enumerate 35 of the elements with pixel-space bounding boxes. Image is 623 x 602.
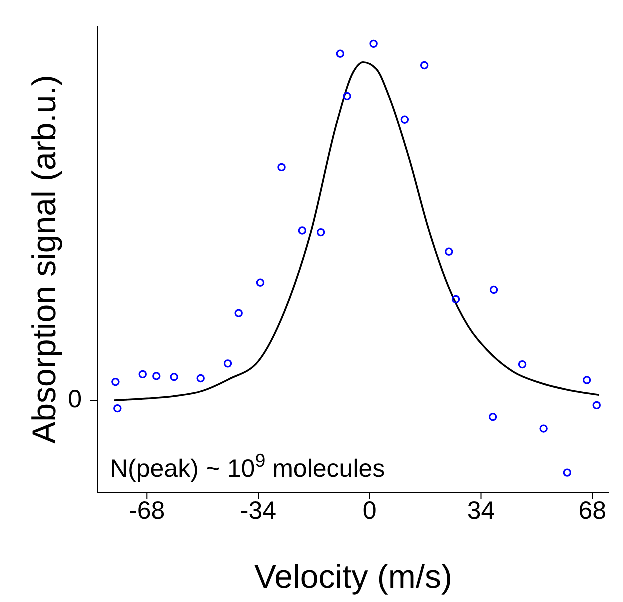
point: [452, 295, 460, 304]
point: [370, 40, 378, 48]
point: [298, 226, 306, 235]
point: [518, 360, 527, 369]
point: [196, 374, 205, 383]
point: [138, 370, 147, 379]
point: [336, 50, 344, 58]
point: [278, 163, 286, 172]
point: [152, 372, 161, 380]
point: [234, 309, 243, 318]
point: [256, 278, 265, 287]
x-tick-label: 0: [362, 496, 377, 525]
x-tick-label: 68: [578, 496, 607, 525]
point: [170, 373, 178, 382]
annotation: N(peak) ~ 10$^{9}$ molecules: [110, 450, 386, 483]
point: [316, 228, 326, 237]
point: [592, 401, 601, 410]
point: [420, 61, 429, 70]
point: [488, 413, 498, 422]
point: [400, 116, 410, 124]
point: [112, 378, 120, 386]
point: [540, 424, 548, 433]
ref-line-label: 0: [68, 385, 82, 414]
point: [114, 404, 122, 413]
x-axis-title: Velocity (m/s): [254, 558, 453, 595]
point: [343, 92, 352, 101]
point: [445, 248, 454, 256]
x-tick-label: 34: [467, 496, 496, 525]
y-axis-title: Absorption signal (arb.u.): [26, 75, 63, 444]
point: [563, 468, 572, 477]
x-tick-label: -68: [129, 496, 166, 525]
point: [582, 376, 592, 384]
point: [224, 360, 232, 368]
x-tick-label: -34: [240, 496, 277, 525]
point: [490, 286, 498, 294]
